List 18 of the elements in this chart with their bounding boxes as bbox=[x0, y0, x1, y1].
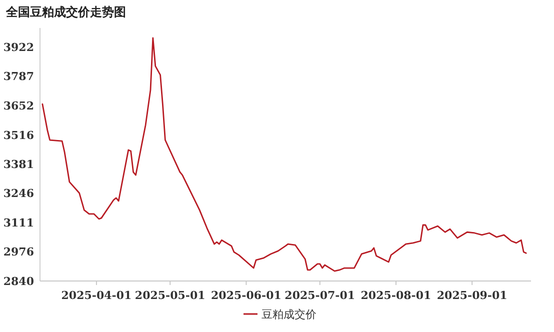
legend: 豆粕成交价 bbox=[244, 308, 316, 321]
y-tick-label: 3787 bbox=[3, 70, 34, 84]
chart-title: 全国豆粕成交价走势图 bbox=[5, 5, 126, 19]
y-tick-label: 3652 bbox=[3, 99, 34, 112]
y-tick-label: 3381 bbox=[3, 158, 34, 172]
x-tick-label: 2025-04-01 bbox=[61, 289, 132, 302]
x-tick-label: 2025-06-01 bbox=[211, 289, 282, 302]
x-tick-label: 2025-09-01 bbox=[436, 289, 508, 302]
y-tick-label: 2976 bbox=[3, 246, 34, 259]
x-tick-label: 2025-05-01 bbox=[134, 289, 206, 302]
y-tick-label: 2840 bbox=[3, 275, 34, 288]
y-tick-label: 3111 bbox=[3, 216, 34, 230]
y-tick-label: 3516 bbox=[3, 128, 34, 142]
x-tick-label: 2025-08-01 bbox=[360, 289, 432, 302]
x-tick-label: 2025-07-01 bbox=[284, 289, 356, 302]
y-tick-label: 3922 bbox=[3, 41, 34, 54]
y-tick-label: 3246 bbox=[3, 187, 34, 200]
legend-label: 豆粕成交价 bbox=[262, 308, 316, 321]
